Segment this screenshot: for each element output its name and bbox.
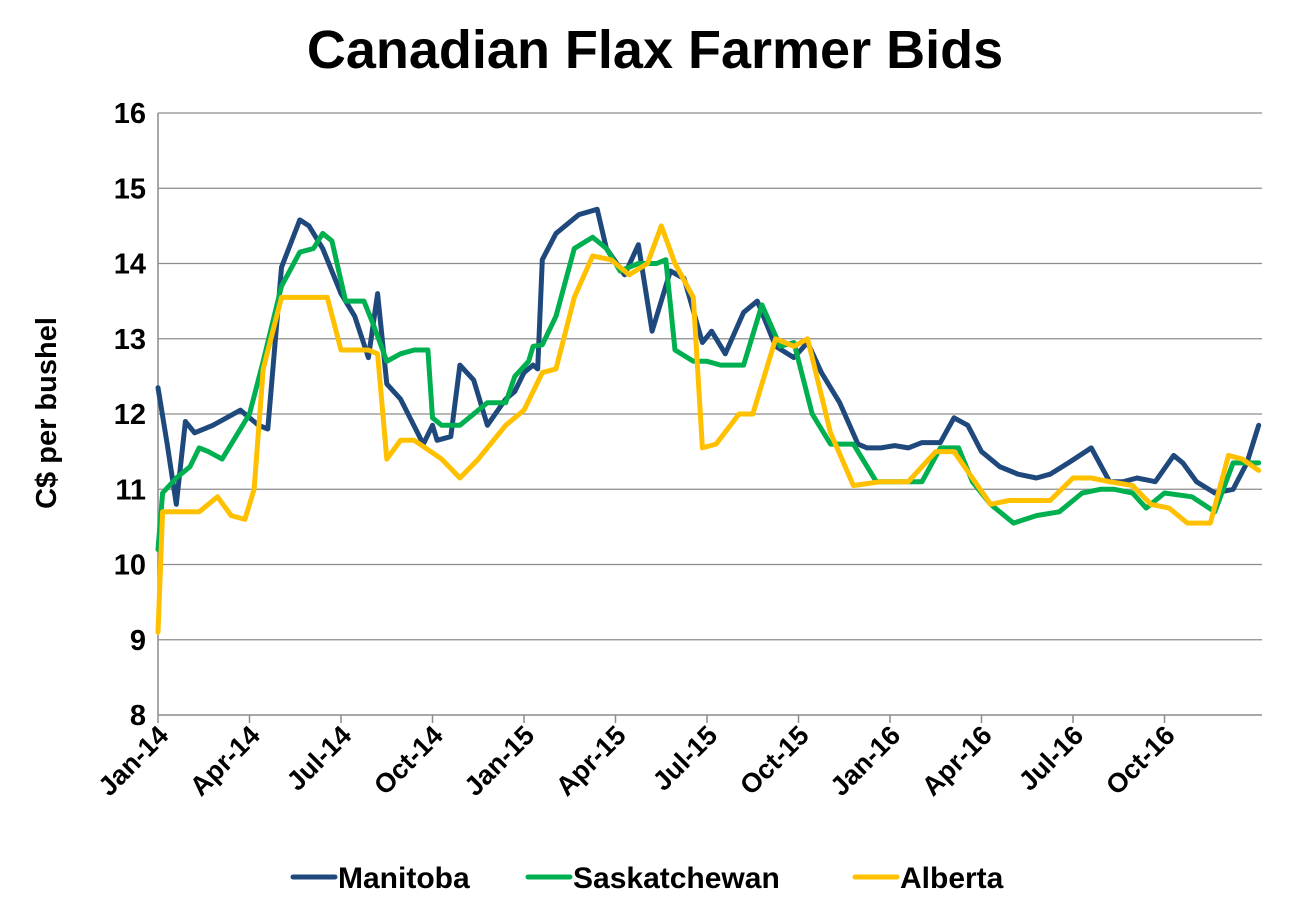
x-tick-label: Jul-14 <box>281 720 357 796</box>
x-tick-label: Jul-15 <box>647 720 723 796</box>
y-axis-label: C$ per bushel <box>31 317 63 509</box>
gridlines <box>158 112 1262 641</box>
x-tick-label: Apr-14 <box>184 720 266 802</box>
series-lines <box>155 206 1262 635</box>
x-tick-label: Oct-14 <box>368 720 449 801</box>
axes <box>157 113 1262 723</box>
series-line-alberta <box>155 223 1262 635</box>
legend-label-alberta: Alberta <box>900 862 1004 895</box>
y-tick-label: 10 <box>114 550 146 582</box>
legend-label-manitoba: Manitoba <box>338 862 470 895</box>
chart-title: Canadian Flax Farmer Bids <box>307 20 1003 80</box>
y-tick-label: 13 <box>114 324 146 356</box>
y-tick-label: 14 <box>114 249 146 281</box>
x-tick-label: Jan-15 <box>459 720 541 802</box>
series-line-saskatchewan <box>155 230 1262 552</box>
legend-label-saskatchewan: Saskatchewan <box>573 862 780 895</box>
x-tick-label: Apr-15 <box>550 720 632 802</box>
x-tick-label: Jan-16 <box>825 720 907 802</box>
y-tick-label: 11 <box>115 474 146 506</box>
y-tick-label: 8 <box>130 700 146 732</box>
x-tick-label: Apr-16 <box>916 720 998 802</box>
y-tick-label: 16 <box>114 98 146 130</box>
x-tick-label: Jan-14 <box>93 720 175 802</box>
y-tick-label: 12 <box>114 399 146 431</box>
x-tick-label: Jul-16 <box>1013 720 1089 796</box>
series-line-manitoba <box>155 206 1262 507</box>
x-tick-label: Oct-15 <box>734 720 815 801</box>
x-tick-label: Oct-16 <box>1100 720 1181 801</box>
legend: Manitoba Saskatchewan Alberta <box>290 862 1004 895</box>
y-tick-label: 9 <box>130 625 146 657</box>
y-ticks: 8 9 10 11 12 13 14 15 16 <box>114 98 146 732</box>
y-tick-label: 15 <box>114 173 146 205</box>
x-ticks: Jan-14 Apr-14 Jul-14 Oct-14 Jan-15 Apr-15 Jul-… <box>93 720 1181 802</box>
